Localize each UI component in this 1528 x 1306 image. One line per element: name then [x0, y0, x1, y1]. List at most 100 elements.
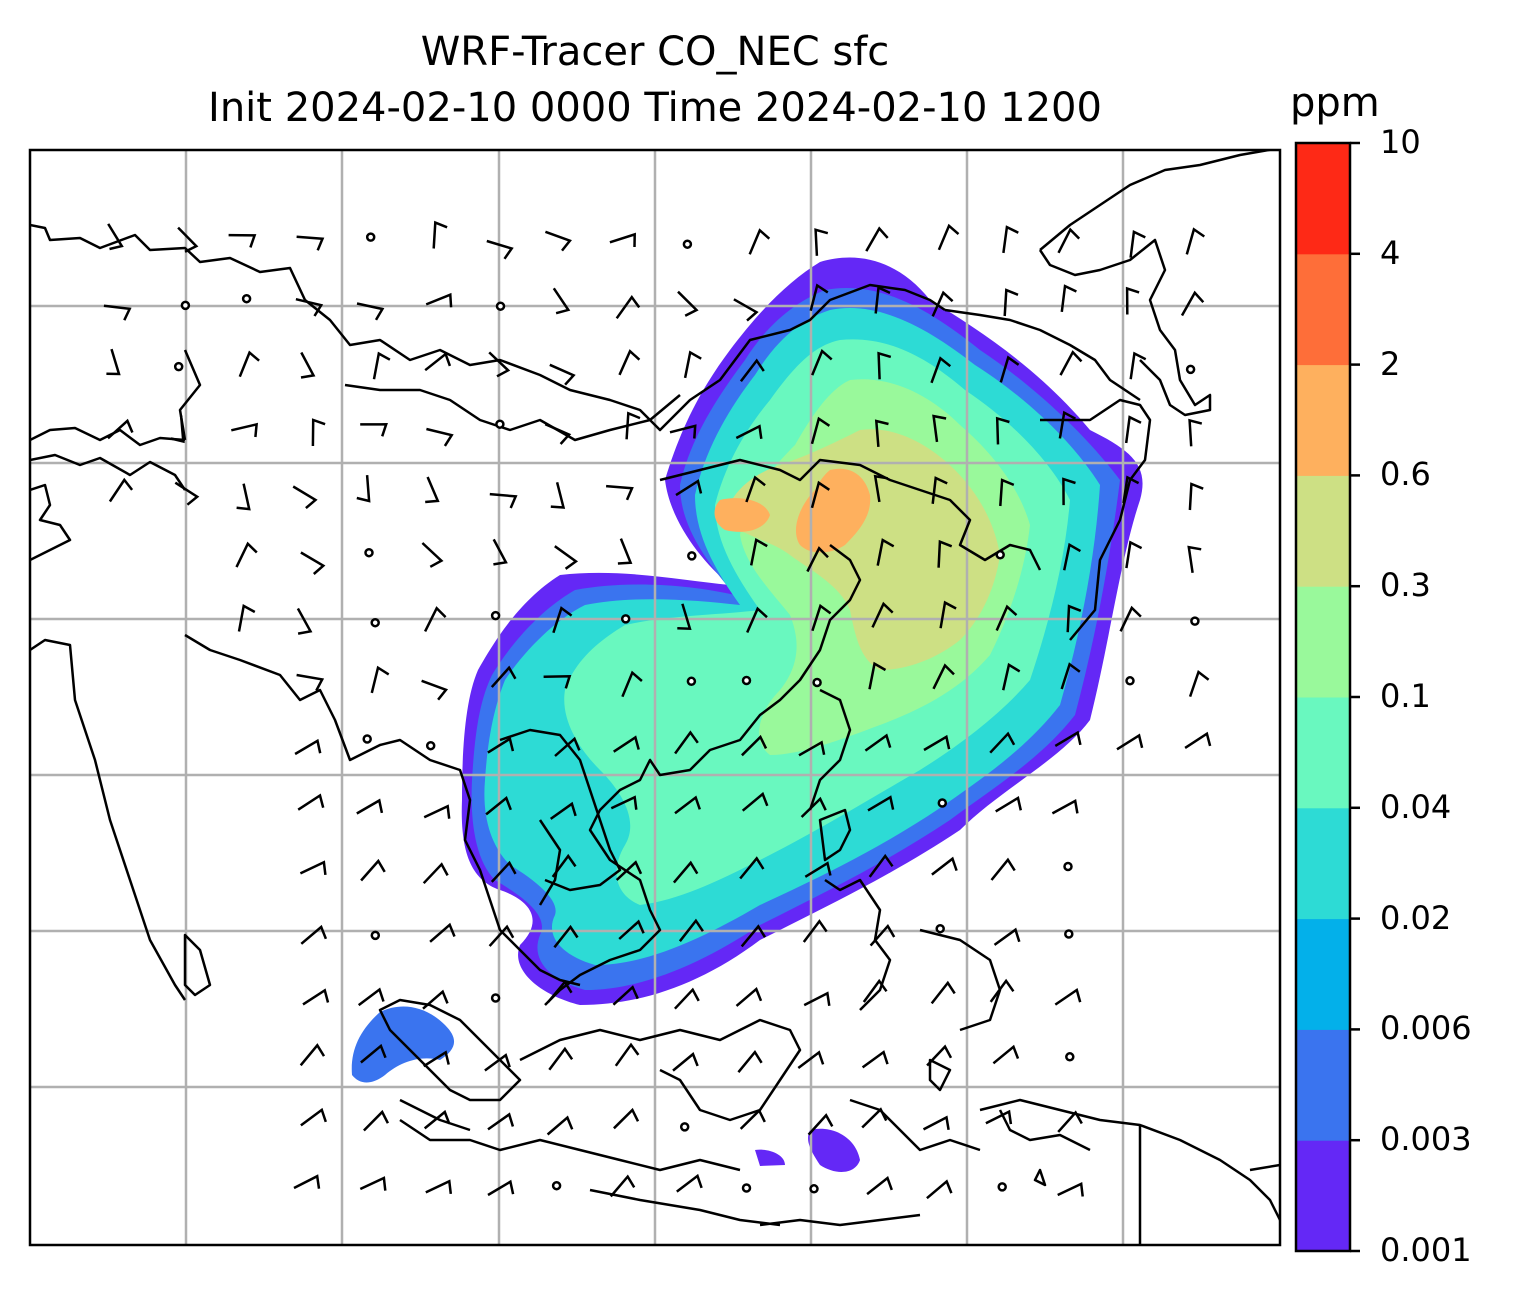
- wind-barb: [228, 233, 257, 248]
- wind-barb: [486, 239, 514, 260]
- colorbar-segment: [1296, 1029, 1350, 1141]
- colorbar-segment: [1296, 586, 1350, 698]
- wind-barb: [807, 1113, 834, 1136]
- wind-barb: [237, 603, 256, 632]
- plume-level-6: [725, 429, 1000, 670]
- wind-barb: [674, 730, 699, 755]
- wind-barb: [1054, 730, 1082, 747]
- colorbar-tick-label: 0.1: [1380, 677, 1431, 715]
- wind-barb: [103, 304, 132, 321]
- wind-barb: [871, 601, 894, 628]
- wind-barb: [425, 1179, 453, 1195]
- wind-barb: [1062, 542, 1082, 571]
- wind-barb: [238, 350, 260, 378]
- calm-marker: [1190, 616, 1200, 626]
- colorbar-tick-label: 0.001: [1380, 1231, 1472, 1269]
- wind-barb: [868, 661, 887, 690]
- wind-barb: [861, 1050, 889, 1069]
- wind-barb: [1058, 410, 1076, 439]
- wind-barb: [292, 485, 318, 510]
- wind-barb: [548, 1046, 574, 1071]
- wind-barb: [549, 363, 576, 386]
- wind-barb: [356, 475, 371, 503]
- wind-barb: [1060, 662, 1081, 690]
- wind-barb: [675, 479, 703, 497]
- calm-marker: [679, 1122, 690, 1132]
- calm-marker: [495, 419, 505, 429]
- wind-barb: [356, 302, 385, 321]
- calm-marker: [935, 923, 945, 934]
- wind-barb: [1129, 351, 1147, 380]
- wind-barb: [676, 1173, 703, 1193]
- wind-barb: [740, 924, 767, 948]
- wind-barb: [748, 228, 771, 255]
- wind-barb: [296, 673, 325, 692]
- wind-barb: [295, 297, 324, 317]
- wind-barb: [993, 927, 1021, 946]
- wind-barb: [487, 1179, 515, 1197]
- wind-barb: [621, 670, 643, 698]
- map-title-line1: WRF-Tracer CO_NEC sfc: [420, 29, 890, 75]
- wind-barb: [614, 1042, 640, 1067]
- calm-marker: [1125, 676, 1135, 686]
- wind-barb: [547, 979, 573, 1003]
- wind-barb: [930, 356, 952, 384]
- wind-barb: [551, 853, 577, 878]
- wind-barb: [432, 220, 448, 249]
- wind-barb: [488, 351, 511, 378]
- colorbar-segment: [1296, 364, 1350, 476]
- wind-barb: [989, 731, 1016, 754]
- wind-barb: [802, 919, 828, 943]
- wind-barb: [617, 538, 633, 565]
- wind-barb: [669, 424, 697, 439]
- wind-barb: [923, 734, 951, 752]
- wind-barb: [421, 542, 444, 568]
- wind-barb: [1059, 350, 1083, 376]
- wind-barb: [1001, 662, 1021, 691]
- wind-barb: [865, 226, 889, 252]
- wind-barb: [678, 918, 704, 942]
- wind-barb: [1116, 733, 1144, 751]
- wind-barb: [746, 606, 768, 634]
- wind-barb: [299, 860, 327, 876]
- wind-barb: [370, 665, 390, 694]
- wind-barb: [876, 538, 895, 566]
- wind-barb: [672, 1052, 699, 1072]
- wind-barb: [800, 796, 827, 818]
- wind-barb: [492, 538, 508, 566]
- wind-barb: [423, 1109, 451, 1130]
- colorbar-tick-label: 0.3: [1380, 566, 1431, 605]
- wind-barb: [363, 1109, 390, 1132]
- wind-barb: [739, 856, 765, 880]
- coastlines: [30, 150, 1280, 1245]
- wind-barb: [1125, 540, 1143, 569]
- wind-barb: [618, 349, 641, 376]
- calm-marker: [490, 610, 501, 621]
- wind-barb: [1188, 669, 1210, 698]
- colorbar-segment: [1296, 918, 1350, 1030]
- calm-marker: [370, 930, 381, 941]
- wind-barb: [673, 987, 700, 1010]
- wind-barb: [546, 1115, 574, 1136]
- wind-barb: [1119, 605, 1142, 632]
- wind-barb: [489, 492, 518, 509]
- wind-barb: [874, 419, 889, 448]
- wind-barb: [544, 423, 572, 445]
- wind-barb: [874, 285, 891, 314]
- wind-barb: [296, 607, 313, 635]
- wind-barb: [733, 298, 759, 322]
- wind-barb: [922, 1115, 950, 1131]
- wind-barb: [294, 738, 322, 756]
- wind-barb: [297, 793, 325, 811]
- calm-marker: [620, 614, 631, 624]
- calm-wind-markers: [173, 232, 1200, 1194]
- wind-barb: [926, 1044, 953, 1067]
- wind-barb: [797, 1050, 825, 1069]
- wind-barb: [553, 924, 579, 949]
- wind-barb: [999, 355, 1020, 383]
- wind-barb: [488, 924, 515, 947]
- wind-barb: [170, 415, 185, 444]
- wind-barb: [311, 418, 326, 447]
- wind-barb: [677, 603, 692, 631]
